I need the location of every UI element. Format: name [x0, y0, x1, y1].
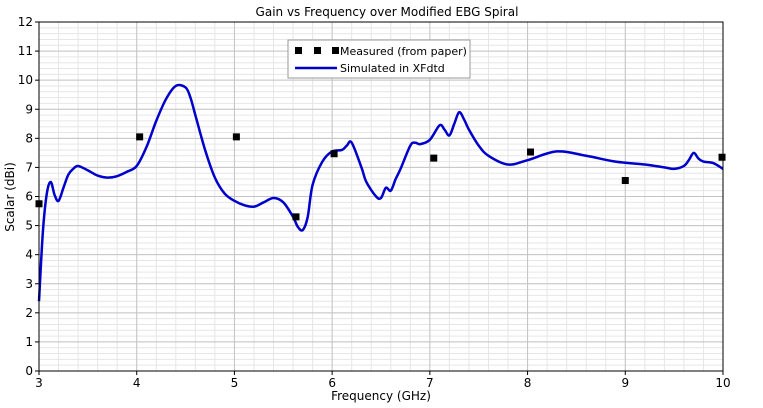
series-layer [35, 83, 726, 302]
y-tick-label: 12 [18, 15, 33, 29]
x-tick-label: 9 [621, 376, 629, 390]
y-tick-label: 11 [18, 44, 33, 58]
x-tick-label: 6 [328, 376, 336, 390]
chart-title: Gain vs Frequency over Modified EBG Spir… [256, 5, 519, 19]
x-tick-label: 10 [715, 376, 730, 390]
legend-simulated-label: Simulated in XFdtd [340, 62, 445, 75]
y-tick-label: 6 [25, 190, 33, 204]
y-tick-label: 8 [25, 131, 33, 145]
x-tick-label: 8 [524, 376, 532, 390]
y-tick-label: 7 [25, 160, 33, 174]
y-tick-label: 0 [25, 364, 33, 378]
y-tick-label: 4 [25, 248, 33, 262]
measured-point [232, 133, 240, 141]
measured-point [430, 154, 438, 162]
measured-point [330, 150, 338, 158]
y-tick-label: 3 [25, 277, 33, 291]
legend-measured-label: Measured (from paper) [340, 45, 467, 58]
measured-point [292, 213, 300, 221]
y-tick-label: 9 [25, 102, 33, 116]
y-axis-label: Scalar (dBi) [3, 162, 17, 232]
measured-point [136, 133, 144, 141]
legend-measured-marker-2 [314, 47, 321, 54]
legend: Measured (from paper) Simulated in XFdtd [287, 39, 471, 79]
y-tick-label: 2 [25, 306, 33, 320]
y-tick-label: 5 [25, 219, 33, 233]
measured-point [621, 177, 629, 185]
x-tick-label: 3 [35, 376, 43, 390]
y-tick-label: 1 [25, 335, 33, 349]
axes [35, 21, 724, 375]
measured-point [718, 153, 726, 161]
legend-measured-marker-3 [332, 47, 339, 54]
measured-point [527, 148, 535, 156]
x-tick-label: 5 [231, 376, 239, 390]
y-tick-label: 10 [18, 73, 33, 87]
legend-box [287, 39, 471, 79]
x-tick-label: 4 [133, 376, 141, 390]
x-axis-label: Frequency (GHz) [331, 389, 431, 403]
legend-measured-marker-1 [295, 47, 302, 54]
x-tick-label: 7 [426, 376, 434, 390]
